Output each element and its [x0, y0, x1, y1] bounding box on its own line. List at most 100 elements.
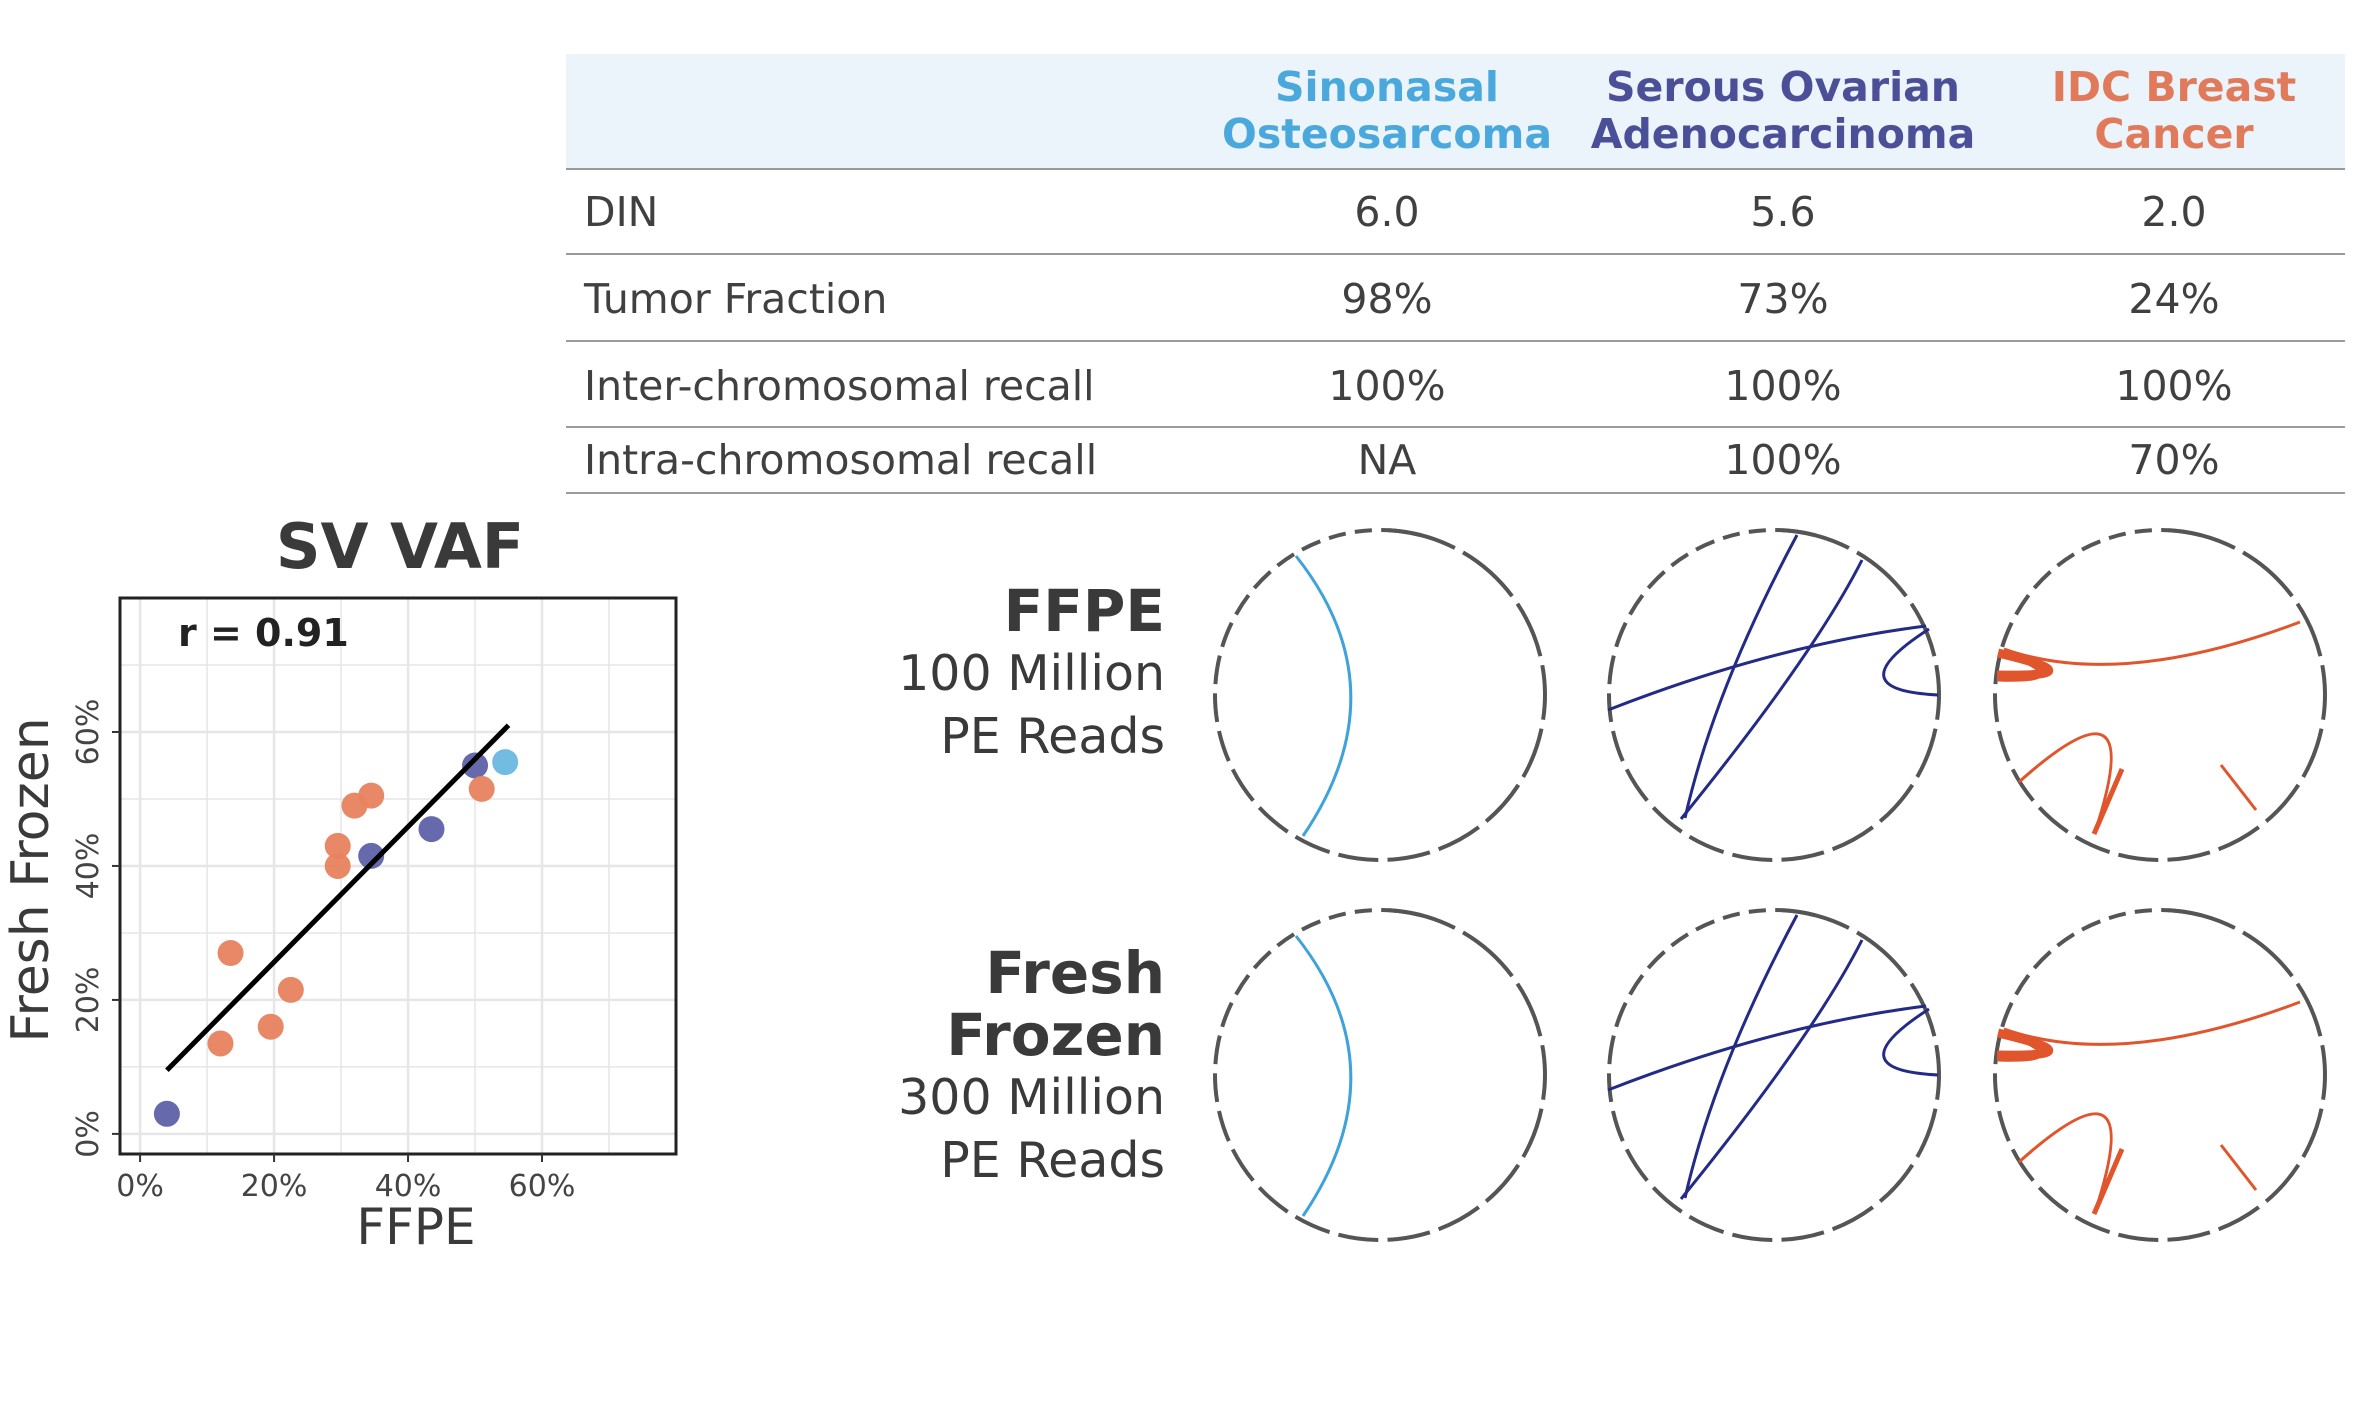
chromosome-segment	[1670, 552, 1690, 568]
col-header-sinonasal: Sinonasal Osteosarcoma	[1187, 64, 1587, 158]
chromosome-segment	[1915, 1108, 1938, 1158]
cell-value: 73%	[1737, 275, 1829, 323]
chromosome-segment	[1646, 950, 1666, 970]
data-point	[153, 1100, 180, 1127]
chromosome-segment	[1294, 1214, 1331, 1235]
chromosome-segment	[1606, 693, 1614, 723]
col-header-ovarian: Serous Ovarian Adenocarcinoma	[1583, 64, 1983, 158]
data-point	[418, 816, 445, 843]
cell-value: NA	[1357, 436, 1417, 484]
chromosome-segment	[1748, 528, 1767, 534]
sv-link	[1683, 534, 1799, 819]
chromosome-ring	[1606, 908, 1941, 1242]
fresh-frozen-title-line1: Fresh	[985, 939, 1165, 1007]
circos-fresh-sinonasal	[1212, 908, 1547, 1242]
chromosome-ring	[1992, 908, 2327, 1242]
x-tick-label: 40%	[375, 1169, 442, 1204]
chromosome-segment	[1606, 1073, 1614, 1103]
chromosome-segment	[1257, 1186, 1289, 1214]
chromosome-segment	[1301, 539, 1322, 552]
cell-value: 5.6	[1750, 188, 1816, 236]
chromosome-segment	[1915, 728, 1938, 778]
chromosome-segment	[2217, 825, 2260, 852]
chromosome-segment	[2010, 1148, 2035, 1182]
data-point	[207, 1030, 234, 1057]
chromosome-segment	[2081, 539, 2102, 552]
sv-link	[1882, 1007, 1939, 1077]
chromosome-segment	[1337, 1232, 1379, 1242]
chromosome-segment	[1515, 602, 1543, 657]
chromosome-segment	[1781, 850, 1825, 862]
ffpe-read-count: 100 Million	[898, 645, 1165, 702]
chromosome-segment	[1614, 1001, 1628, 1028]
col-header-line2: Osteosarcoma	[1222, 110, 1552, 158]
chromosome-segment	[1328, 531, 1347, 541]
y-tick-label: 20%	[71, 967, 106, 1034]
data-point	[324, 832, 351, 859]
y-tick-label: 0%	[71, 1110, 106, 1158]
chromosome-segment	[2117, 852, 2159, 862]
x-axis-label: FFPE	[356, 1198, 475, 1256]
chromosome-segment	[1337, 852, 1379, 862]
chromosome-segment	[2056, 552, 2076, 568]
chromosome-segment	[1276, 552, 1296, 568]
data-point	[217, 940, 244, 967]
chart-title: SV VAF	[276, 510, 524, 583]
chromosome-segment	[1484, 783, 1521, 823]
chromosome-segment	[1301, 919, 1322, 932]
sv-link	[2219, 1144, 2258, 1191]
chromosome-segment	[2264, 1163, 2301, 1203]
circos-ffpe-breast	[1992, 528, 2327, 862]
data-point	[468, 775, 495, 802]
chromosome-segment	[1722, 531, 1741, 541]
col-header-line2: Adenocarcinoma	[1590, 110, 1976, 158]
chromosome-segment	[1775, 528, 1816, 538]
chromosome-segment	[2134, 908, 2153, 914]
sv-link	[1607, 1004, 1927, 1092]
chromosome-segment	[2117, 1232, 2159, 1242]
sv-link	[1997, 651, 2042, 682]
circos-fresh-breast	[1992, 908, 2327, 1242]
chromosome-segment	[2108, 531, 2127, 541]
chromosome-segment	[1607, 1035, 1616, 1065]
chromosome-segment	[1831, 825, 1874, 852]
x-tick-label: 20%	[241, 1169, 308, 1204]
chromosome-segment	[1212, 1073, 1220, 1103]
sv-link	[1607, 624, 1927, 712]
chromosome-segment	[1234, 973, 1251, 996]
chromosome-segment	[1614, 621, 1628, 648]
chromosome-segment	[1651, 1186, 1683, 1214]
data-point	[358, 782, 385, 809]
sv-link	[1294, 935, 1353, 1217]
y-tick-label: 60%	[71, 699, 106, 766]
chromosome-segment	[2000, 1001, 2014, 1028]
fresh-frozen-read-count: 300 Million	[898, 1069, 1165, 1126]
chromosome-segment	[1540, 1044, 1547, 1101]
chromosome-segment	[1878, 783, 1915, 823]
chromosome-segment	[2081, 919, 2102, 932]
sv-vaf-scatter-plot: SV VAF r = 0.91 0% 20% 40% 60% 0% 20% 40% 60% F…	[1, 510, 678, 1256]
data-point	[462, 752, 489, 779]
chromosome-segment	[1212, 693, 1220, 723]
chromosome-segment	[1381, 908, 1422, 918]
sv-link	[2018, 732, 2113, 833]
chromosome-segment	[2014, 973, 2031, 996]
chromosome-segment	[2161, 528, 2202, 538]
chromosome-segment	[2037, 806, 2069, 834]
col-header-line2: Cancer	[2094, 110, 2254, 158]
chromosome-segment	[2301, 1108, 2324, 1158]
chromosome-segment	[1220, 621, 1234, 648]
chromosome-segment	[1213, 655, 1222, 685]
circos-ffpe-sinonasal	[1212, 528, 1547, 862]
chromosome-segment	[1328, 911, 1347, 921]
chromosome-ring	[1212, 908, 1547, 1242]
data-point	[492, 749, 519, 776]
chromosome-ring	[1992, 528, 2327, 862]
cell-value: 2.0	[2141, 188, 2207, 236]
chromosome-segment	[2108, 911, 2127, 921]
chromosome-segment	[1387, 1230, 1431, 1242]
chromosome-segment	[2000, 621, 2014, 648]
fit-line	[165, 723, 511, 1073]
chromosome-segment	[1437, 1205, 1480, 1232]
chromosome-segment	[1651, 806, 1683, 834]
